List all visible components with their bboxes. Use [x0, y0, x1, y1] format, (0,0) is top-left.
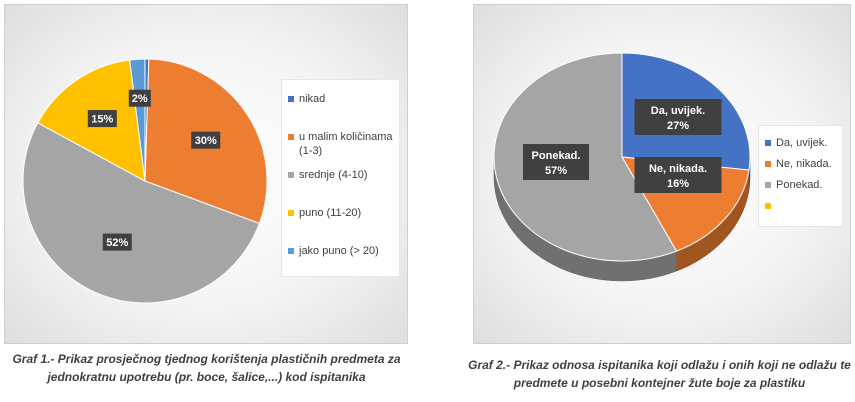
legend-swatch — [765, 203, 771, 209]
chart-1-legend: nikad u malim količinama (1-3) srednje (4-… — [281, 79, 400, 277]
legend-swatch — [288, 172, 294, 178]
legend-swatch — [288, 248, 294, 254]
legend-item-jako-puno-20: jako puno (> 20) — [288, 244, 379, 258]
data-label-box — [87, 110, 117, 128]
chart-1-panel: 30% 52% 15% 2% nikad u malim količinama (1-3… — [4, 4, 408, 344]
data-label: 52% — [106, 237, 128, 249]
chart-2-legend: Da, uvijek. Ne, nikada. Ponekad. — [758, 125, 843, 227]
data-label: 2% — [132, 93, 148, 105]
chart-2-caption: Graf 2.- Prikaz odnosa ispitanika koji o… — [468, 358, 851, 390]
legend-swatch — [765, 182, 771, 188]
data-label-box — [523, 144, 589, 180]
chart-1-caption: Graf 1.- Prikaz prosječnog tjednog koriš… — [12, 352, 401, 384]
legend-item-srednje-4-10: srednje (4-10) — [288, 168, 367, 182]
data-label-box — [191, 131, 221, 149]
legend-label: Ne, nikada. — [776, 158, 832, 170]
data-label: Ne, nikada. 16% — [649, 163, 707, 190]
legend-label: Ponekad. — [776, 179, 823, 191]
pie-chart-1: 30% 52% 15% 2% — [22, 58, 268, 304]
data-label-box — [634, 99, 722, 135]
legend-swatch — [288, 134, 294, 140]
legend-item-da-uvijek: Da, uvijek. — [765, 136, 827, 150]
data-label-box — [634, 157, 722, 193]
legend-item-puno-11-20: puno (11-20) — [288, 206, 361, 220]
legend-item-ponekad: Ponekad. — [765, 178, 822, 192]
legend-label: puno (11-20) — [299, 207, 362, 219]
data-label: 15% — [91, 114, 113, 126]
data-label: 30% — [195, 135, 217, 147]
legend-label: jako puno (> 20) — [299, 245, 379, 257]
legend-item-item-3 — [765, 199, 776, 209]
legend-item-u-malim-kolicinama-1-3: u malim količinama (1-3) — [288, 130, 399, 158]
pie-chart-2: Da, uvijek. 27% Ne, nikada. 16% Ponekad. 57% — [493, 52, 751, 282]
data-label: Da, uvijek. 27% — [651, 105, 705, 132]
pie-slice-jako-puno-20 — [129, 58, 146, 182]
legend-label: nikad — [299, 93, 326, 105]
legend-label: u malim količinama (1-3) — [299, 131, 393, 157]
legend-swatch — [288, 96, 294, 102]
legend-swatch — [765, 140, 771, 146]
legend-swatch — [288, 210, 294, 216]
legend-swatch — [765, 161, 771, 167]
legend-label: Da, uvijek. — [776, 137, 828, 149]
data-label: Ponekad. 57% — [532, 150, 581, 177]
legend-item-nikad: nikad — [288, 92, 325, 106]
pie-slice-srednje-4-10 — [22, 122, 261, 304]
data-label-box — [102, 233, 132, 251]
legend-item-ne-nikada: Ne, nikada. — [765, 157, 832, 171]
data-label-box — [128, 89, 151, 107]
legend-label: srednje (4-10) — [299, 169, 368, 181]
chart-2-panel: Da, uvijek. 27% Ne, nikada. 16% Ponekad. 57% … — [473, 4, 851, 344]
